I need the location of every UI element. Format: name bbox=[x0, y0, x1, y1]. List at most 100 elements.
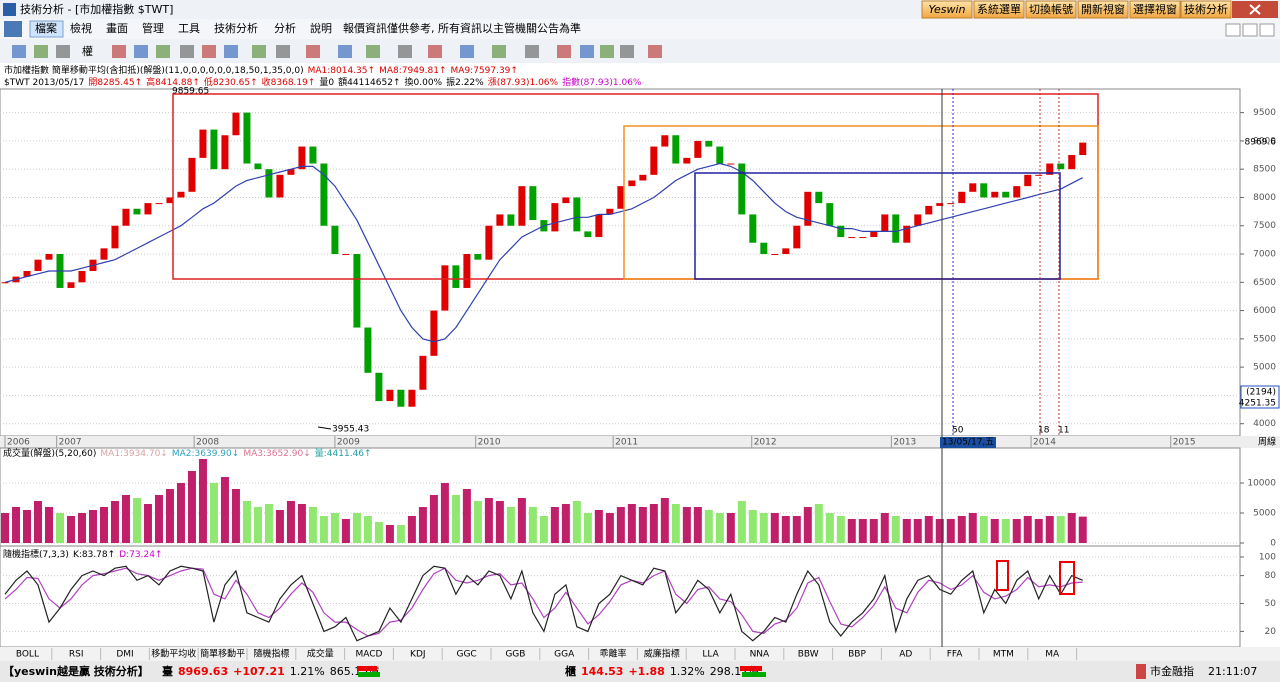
menu-item[interactable]: 技術分析 bbox=[214, 21, 258, 35]
rights-button[interactable]: 權 bbox=[82, 45, 93, 58]
tab[interactable]: 乖離率 bbox=[599, 648, 626, 660]
volume-bar bbox=[627, 504, 636, 543]
candle bbox=[221, 135, 229, 170]
menu-item[interactable]: 說明 bbox=[310, 21, 332, 35]
tab[interactable]: 成交量 bbox=[307, 648, 334, 660]
tab[interactable]: 移動平均收 bbox=[151, 648, 196, 660]
title-button[interactable] bbox=[921, 0, 973, 19]
volume-bar bbox=[594, 510, 603, 543]
info: 低8230.65↑ bbox=[204, 76, 258, 88]
candle bbox=[78, 270, 86, 283]
tool-icon[interactable] bbox=[398, 45, 412, 58]
tool-icon[interactable] bbox=[492, 45, 506, 58]
menu-item[interactable]: 畫面 bbox=[106, 21, 128, 35]
close-child[interactable] bbox=[1259, 23, 1275, 37]
tool-icon[interactable] bbox=[557, 45, 571, 58]
candle bbox=[639, 174, 647, 181]
tab[interactable]: GGB bbox=[505, 650, 525, 660]
tool-icon[interactable] bbox=[525, 45, 539, 58]
menu-item[interactable]: 檢視 bbox=[70, 21, 92, 35]
candle bbox=[67, 282, 75, 288]
title-button-label: 切換帳號 bbox=[1029, 2, 1073, 16]
candle bbox=[45, 254, 53, 260]
tab[interactable]: KDJ bbox=[410, 650, 426, 660]
tab[interactable]: MACD bbox=[356, 650, 383, 660]
info: 漲(87.93)1.06% bbox=[488, 77, 559, 88]
tool-icon[interactable] bbox=[12, 45, 26, 58]
mini-bars bbox=[357, 666, 766, 677]
menu-item[interactable]: 管理 bbox=[142, 21, 164, 35]
info: MA9:7597.39↑ bbox=[451, 66, 518, 76]
candle bbox=[331, 225, 339, 255]
volume-bar bbox=[1045, 516, 1054, 543]
tool-icon[interactable] bbox=[460, 45, 474, 58]
minimize[interactable] bbox=[1225, 23, 1241, 37]
tab[interactable]: GGC bbox=[456, 650, 476, 660]
tab[interactable]: DMI bbox=[116, 650, 133, 660]
tool-icon[interactable] bbox=[428, 45, 442, 58]
menu-item[interactable]: 檔案 bbox=[35, 21, 57, 35]
candle bbox=[386, 389, 394, 402]
tool-icon[interactable] bbox=[276, 45, 290, 58]
info-line-1: 市加權指數 簡單移動平均(含扣抵)(解盤)(11,0,0,0,0,0,0,18,… bbox=[4, 64, 518, 76]
tab[interactable]: 簡單移動平 bbox=[200, 648, 245, 660]
tab[interactable]: AD bbox=[899, 650, 912, 660]
tool-icon[interactable] bbox=[600, 45, 614, 58]
volume-bar bbox=[891, 516, 900, 543]
title-button[interactable] bbox=[1025, 0, 1077, 19]
tab[interactable]: MTM bbox=[993, 650, 1014, 660]
tab[interactable]: GGA bbox=[554, 650, 575, 660]
volume-bar bbox=[187, 471, 196, 543]
volume-bar bbox=[792, 516, 801, 543]
volume-bar bbox=[88, 510, 97, 543]
candle bbox=[529, 186, 537, 221]
tool-icon[interactable] bbox=[580, 45, 594, 58]
leader bbox=[317, 426, 332, 430]
tab[interactable]: FFA bbox=[947, 650, 964, 660]
tab[interactable]: BBP bbox=[848, 650, 866, 660]
tool-icon[interactable] bbox=[252, 45, 266, 58]
toolbar-icons bbox=[12, 45, 662, 58]
menu-item[interactable]: 報價資訊僅供參考, 所有資訊以主管機關公告為準 bbox=[343, 21, 581, 35]
tool-icon[interactable] bbox=[338, 45, 352, 58]
tab[interactable]: BBW bbox=[798, 650, 819, 660]
title-button[interactable] bbox=[1180, 0, 1232, 19]
volume-bar bbox=[572, 501, 581, 543]
tool-icon[interactable] bbox=[366, 45, 380, 58]
tool-icon[interactable] bbox=[180, 45, 194, 58]
tool-icon[interactable] bbox=[202, 45, 216, 58]
tab[interactable]: BOLL bbox=[16, 650, 39, 660]
candle bbox=[485, 225, 493, 260]
title-button[interactable] bbox=[973, 0, 1025, 19]
title-button[interactable] bbox=[1129, 0, 1181, 19]
tool-icon[interactable] bbox=[134, 45, 148, 58]
x-tick-label: 2010 bbox=[478, 438, 501, 448]
volume-bar bbox=[165, 489, 174, 543]
y-tick-label: 5000 bbox=[1253, 363, 1276, 373]
tool-icon[interactable] bbox=[34, 45, 48, 58]
menu-item[interactable]: 分析 bbox=[274, 21, 296, 35]
tool-icon[interactable] bbox=[156, 45, 170, 58]
tool-icon[interactable] bbox=[306, 45, 320, 58]
tab[interactable]: 隨機指標 bbox=[253, 648, 289, 660]
tab[interactable]: 威廉指標 bbox=[644, 648, 680, 660]
tab[interactable]: MA bbox=[1045, 650, 1060, 660]
menu-item[interactable]: 工具 bbox=[178, 22, 200, 35]
title-button[interactable] bbox=[1077, 0, 1129, 19]
candle bbox=[584, 231, 592, 238]
x-tick-label: 2009 bbox=[337, 438, 360, 448]
tab[interactable]: RSI bbox=[69, 650, 84, 660]
tool-icon[interactable] bbox=[112, 45, 126, 58]
volume-bar bbox=[495, 501, 504, 543]
tab[interactable]: NNA bbox=[750, 650, 770, 660]
tool-icon[interactable] bbox=[620, 45, 634, 58]
panel-item: 量:4411.46↑ bbox=[315, 448, 372, 459]
tab[interactable]: LLA bbox=[702, 650, 719, 660]
volume-bar bbox=[649, 504, 658, 543]
tool-icon[interactable] bbox=[56, 45, 70, 58]
candle bbox=[551, 203, 559, 232]
tool-icon[interactable] bbox=[224, 45, 238, 58]
restore[interactable] bbox=[1242, 23, 1258, 37]
tool-icon[interactable] bbox=[648, 45, 662, 58]
volume-bar bbox=[1078, 516, 1087, 543]
